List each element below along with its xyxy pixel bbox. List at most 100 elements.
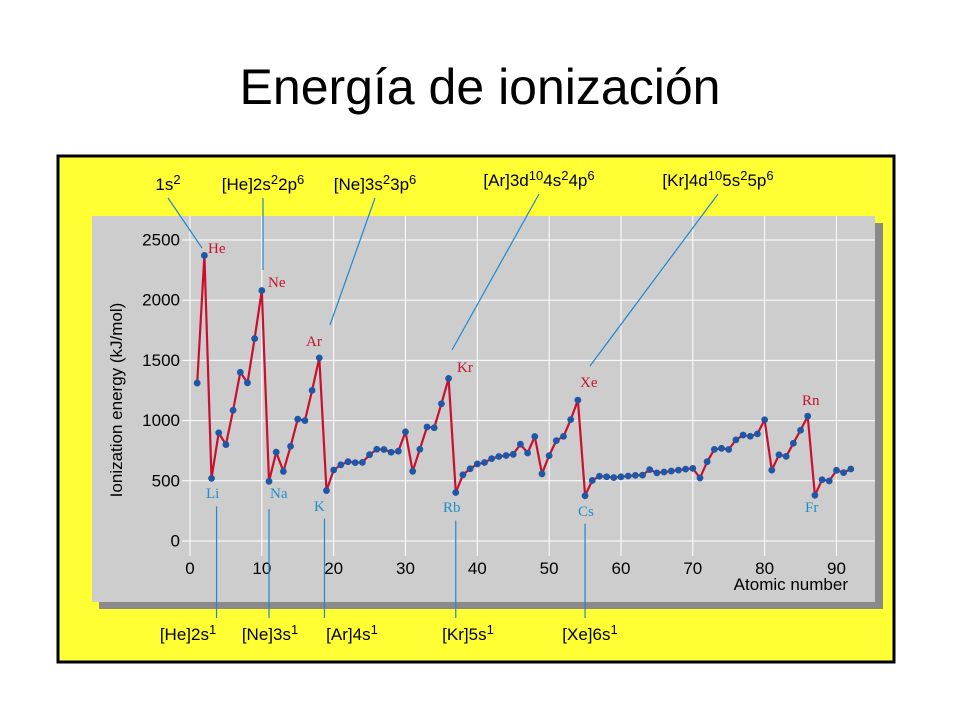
- x-tick-label-0: 0: [185, 559, 194, 578]
- config-label-xe: [Kr]4d105s25p6: [662, 168, 773, 190]
- data-point-z70: [689, 465, 697, 472]
- config-label-cs: [Xe]6s1: [562, 622, 617, 644]
- data-point-z18: [315, 354, 323, 362]
- data-point-z88: [818, 476, 826, 484]
- data-point-z5: [222, 441, 230, 448]
- data-point-z14: [287, 442, 294, 450]
- data-point-z58: [603, 473, 611, 481]
- config-label-li: [He]2s1: [160, 622, 216, 644]
- data-point-z55: [581, 492, 589, 500]
- data-point-z21: [337, 461, 345, 469]
- data-point-z48: [531, 433, 539, 440]
- data-point-z27: [380, 446, 388, 453]
- data-point-z45: [509, 450, 517, 458]
- config-label-rb: [Kr]5s1: [442, 622, 494, 644]
- data-point-z67: [667, 467, 675, 475]
- data-point-z38: [459, 471, 467, 479]
- data-point-z3: [208, 475, 215, 482]
- data-point-z82: [775, 451, 783, 459]
- y-tick-label-500: 500: [152, 471, 180, 490]
- data-point-z40: [473, 460, 481, 468]
- data-point-z10: [258, 287, 266, 294]
- data-point-z36: [445, 374, 452, 382]
- data-point-z86: [804, 412, 812, 420]
- data-point-z85: [797, 426, 804, 434]
- data-point-z56: [588, 477, 596, 484]
- data-point-z29: [394, 447, 402, 455]
- data-point-z6: [229, 406, 237, 414]
- data-point-z30: [402, 428, 409, 436]
- data-point-z92: [847, 465, 855, 473]
- data-point-z62: [631, 471, 639, 479]
- element-label-k: K: [314, 499, 325, 515]
- element-label-he: He: [208, 241, 226, 257]
- x-axis-label: Atomic number: [734, 575, 849, 594]
- x-tick-label-60: 60: [612, 559, 631, 578]
- data-point-z19: [323, 487, 330, 494]
- data-point-z46: [517, 440, 524, 448]
- tick-labels: 0 10 20 30 40 50 60 70 80 90 0 500 1000 1500 2000 2500: [142, 231, 846, 578]
- data-point-z61: [624, 472, 632, 480]
- data-point-z39: [466, 465, 474, 473]
- data-point-z64: [646, 466, 654, 474]
- data-point-z59: [610, 474, 618, 481]
- element-label-kr: Kr: [457, 360, 473, 376]
- x-tick-label-20: 20: [324, 559, 343, 578]
- config-label-na: [Ne]3s1: [242, 622, 298, 644]
- x-tick-label-80: 80: [755, 559, 774, 578]
- element-label-cs: Cs: [578, 504, 594, 520]
- data-point-z52: [560, 432, 567, 440]
- data-point-z47: [524, 449, 531, 457]
- data-point-z54: [574, 396, 582, 404]
- element-label-ar: Ar: [306, 334, 322, 350]
- data-point-z22: [344, 458, 352, 466]
- y-axis-label: Ionization energy (kJ/mol): [107, 303, 126, 498]
- data-point-z34: [430, 424, 438, 432]
- data-point-z72: [703, 458, 711, 466]
- electron-configuration-labels: 1s2 [He]2s22p6 [Ne]3s23p6 [Ar]3d104s24p6 [Kr…: [155, 168, 773, 644]
- data-point-z8: [244, 379, 251, 387]
- leader-lines: [167, 193, 719, 618]
- data-point-z81: [768, 466, 776, 474]
- y-tick-label-1500: 1500: [142, 351, 180, 370]
- data-point-z78: [746, 432, 754, 440]
- x-tick-label-10: 10: [252, 559, 271, 578]
- data-point-z53: [567, 416, 575, 424]
- data-point-z83: [782, 452, 790, 460]
- data-point-z4: [215, 429, 223, 437]
- data-point-z77: [739, 431, 747, 439]
- data-point-z68: [675, 466, 682, 474]
- element-label-na: Na: [270, 486, 288, 502]
- data-point-z24: [358, 458, 366, 466]
- x-tick-label-40: 40: [468, 559, 487, 578]
- data-point-z37: [452, 489, 460, 496]
- data-point-z32: [416, 445, 424, 453]
- data-point-z20: [330, 466, 338, 474]
- data-point-z31: [409, 467, 417, 475]
- leader-line-xe: [589, 193, 719, 367]
- data-point-z57: [596, 472, 603, 480]
- data-point-z60: [617, 473, 625, 481]
- leader-line-he: [167, 197, 203, 249]
- data-point-z69: [682, 465, 690, 473]
- config-label-ne: [He]2s22p6: [222, 172, 305, 194]
- data-point-z90: [833, 466, 840, 474]
- x-tick-label-90: 90: [827, 559, 846, 578]
- element-label-li: Li: [206, 486, 219, 502]
- element-label-rb: Rb: [443, 500, 461, 516]
- data-point-z41: [481, 459, 488, 466]
- element-label-ne: Ne: [268, 275, 286, 291]
- data-point-z66: [660, 468, 668, 476]
- element-label-fr: Fr: [805, 500, 818, 516]
- config-label-he: 1s2: [155, 172, 180, 194]
- data-point-z44: [502, 452, 510, 459]
- data-point-z84: [789, 439, 797, 447]
- plot-area: [92, 216, 875, 602]
- data-point-z79: [754, 430, 761, 438]
- data-points: [193, 252, 855, 500]
- data-point-z65: [653, 469, 661, 477]
- element-label-xe: Xe: [580, 375, 598, 391]
- data-point-z16: [301, 417, 309, 425]
- data-point-z73: [710, 445, 718, 453]
